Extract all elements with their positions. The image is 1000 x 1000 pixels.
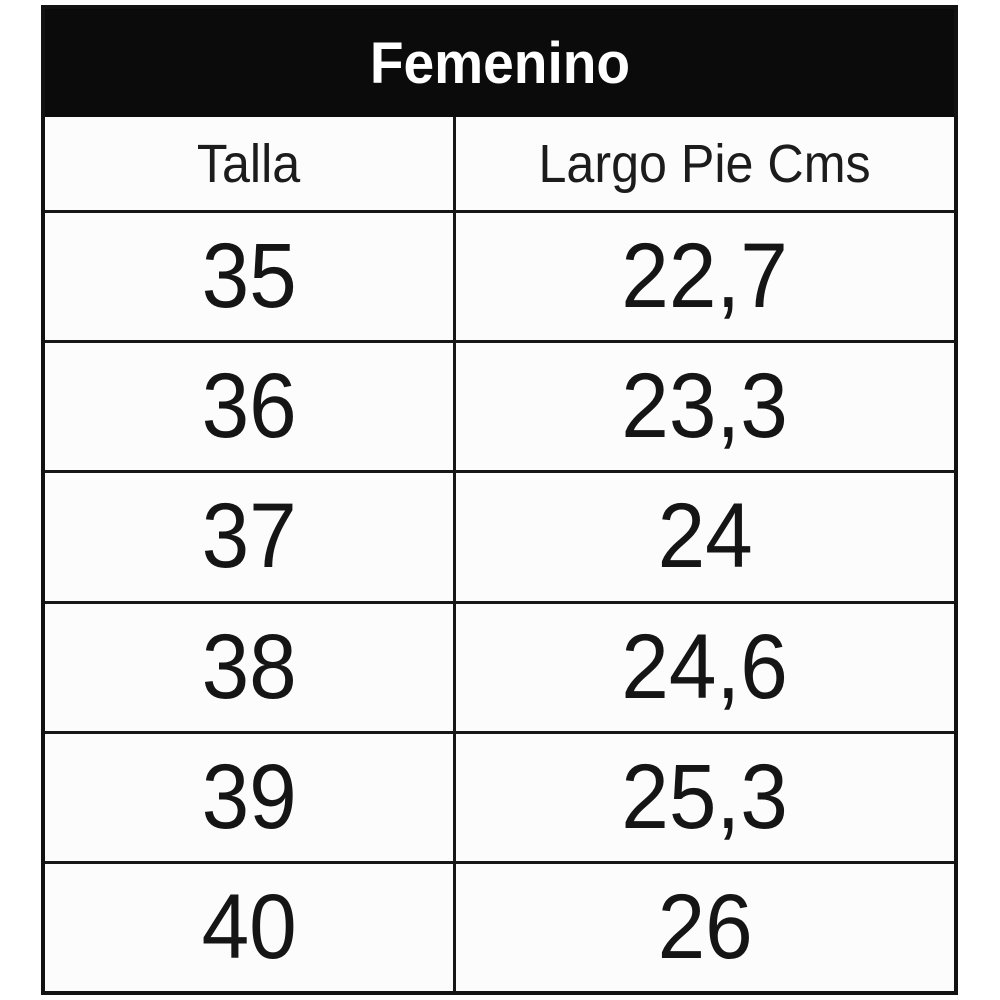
table-row: 40 26 xyxy=(45,860,954,992)
largo-cell: 22,7 xyxy=(456,213,954,340)
largo-value: 26 xyxy=(657,875,753,978)
size-chart-table: Femenino Talla Largo Pie Cms 35 22,7 36 … xyxy=(41,5,958,995)
talla-cell: 35 xyxy=(45,213,456,341)
table-row: 35 22,7 xyxy=(45,210,954,341)
largo-value: 24 xyxy=(657,485,753,588)
talla-column-header-cell: Talla xyxy=(45,117,456,210)
table-row: 38 24,6 xyxy=(45,600,954,731)
table-row: 36 23,3 xyxy=(45,340,954,471)
largo-column-header: Largo Pie Cms xyxy=(538,133,871,194)
talla-value: 36 xyxy=(201,355,297,458)
talla-value: 39 xyxy=(201,745,297,848)
table-title-bar: Femenino xyxy=(45,9,954,117)
largo-cell: 23,3 xyxy=(456,343,954,470)
talla-value: 37 xyxy=(201,485,297,588)
talla-cell: 36 xyxy=(45,343,456,471)
largo-cell: 24 xyxy=(456,473,954,600)
largo-value: 25,3 xyxy=(621,745,789,848)
talla-cell: 37 xyxy=(45,473,456,601)
table-row: 37 24 xyxy=(45,470,954,601)
table-row: 39 25,3 xyxy=(45,730,954,861)
table-header-row: Talla Largo Pie Cms xyxy=(45,117,954,210)
talla-value: 35 xyxy=(201,225,297,328)
talla-cell: 39 xyxy=(45,733,456,861)
talla-cell: 38 xyxy=(45,603,456,731)
largo-cell: 24,6 xyxy=(456,604,954,731)
talla-column-header: Talla xyxy=(197,133,301,194)
largo-value: 24,6 xyxy=(621,615,789,718)
largo-cell: 25,3 xyxy=(456,734,954,861)
largo-value: 22,7 xyxy=(621,225,789,328)
table-title: Femenino xyxy=(369,30,630,96)
talla-cell: 40 xyxy=(45,863,456,992)
largo-value: 23,3 xyxy=(621,355,789,458)
talla-value: 40 xyxy=(201,875,297,978)
largo-cell: 26 xyxy=(456,864,954,991)
talla-value: 38 xyxy=(201,615,297,718)
largo-column-header-cell: Largo Pie Cms xyxy=(456,117,954,210)
